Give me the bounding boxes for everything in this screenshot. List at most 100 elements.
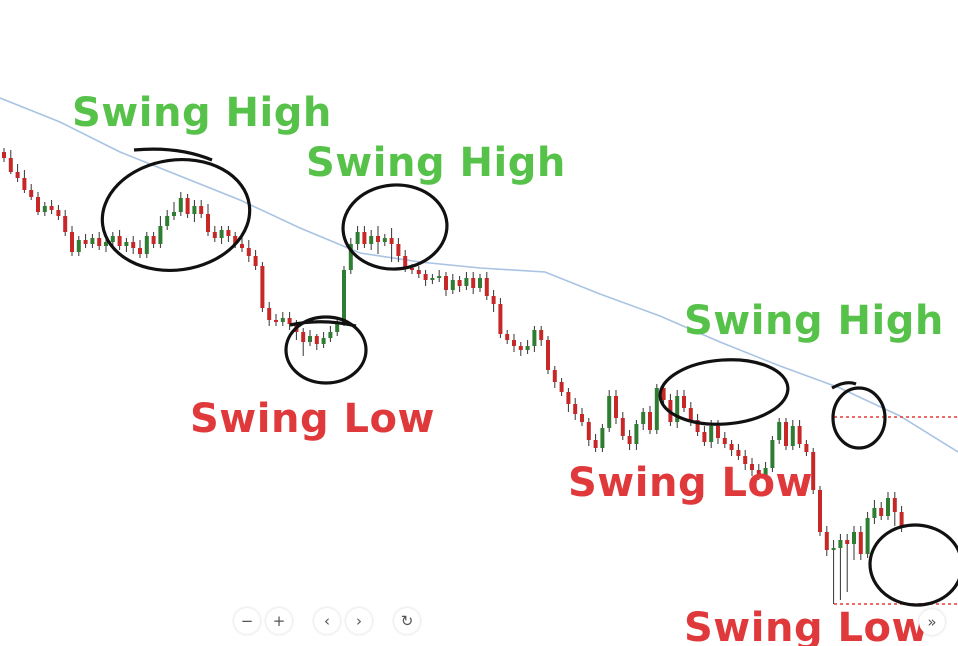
candle-body: [430, 278, 435, 280]
candle-body: [845, 540, 850, 544]
swing-high-label-3: Swing High: [684, 298, 944, 344]
candle-body: [376, 236, 380, 242]
ink-stroke: [831, 381, 857, 390]
candle-body: [824, 532, 829, 550]
candle-body: [348, 244, 353, 270]
candle-body: [151, 236, 156, 244]
candle-body: [457, 280, 462, 286]
candle-body: [872, 508, 877, 518]
candle-body: [593, 440, 598, 448]
candle-body: [450, 280, 455, 290]
candle-body: [301, 332, 306, 342]
swing-high-label-1: Swing High: [72, 90, 332, 136]
candle-body: [573, 404, 578, 414]
resistance-level-layer: [834, 416, 958, 605]
zoom-out-button[interactable]: −: [234, 608, 260, 634]
candle-body: [682, 396, 686, 408]
candle-body: [70, 232, 74, 252]
candle-body: [382, 238, 387, 242]
candle-body: [117, 236, 122, 246]
candle-body: [172, 212, 176, 216]
candle-body: [369, 236, 374, 244]
candle-body: [321, 338, 326, 344]
candle-body: [131, 242, 136, 248]
candle-body: [471, 278, 476, 288]
swing-low-circle-1: [284, 315, 368, 385]
candle-body: [559, 382, 564, 392]
candle-body: [253, 256, 258, 266]
candle-body: [219, 230, 224, 238]
candle-body: [818, 490, 822, 532]
candle-body: [144, 236, 149, 254]
candle-body: [648, 412, 652, 430]
candle-body: [641, 412, 646, 424]
ink-stroke: [133, 147, 213, 162]
reset-chart-button[interactable]: ↻: [394, 608, 420, 634]
scroll-left-button[interactable]: ‹: [314, 608, 340, 634]
candle-body: [410, 268, 414, 270]
candle-body: [546, 340, 550, 370]
candle-body: [124, 242, 129, 246]
candle-body: [287, 318, 292, 324]
candle-body: [790, 426, 795, 446]
candle-body: [586, 422, 591, 440]
candle-body: [804, 444, 809, 452]
candles-layer: [2, 148, 904, 604]
moving-average-line: [0, 97, 958, 453]
candle-body: [42, 206, 47, 212]
candle-body: [335, 324, 340, 332]
candle-body: [2, 152, 6, 158]
candle-body: [90, 238, 95, 244]
swing-low-circle-3: [868, 523, 958, 607]
candle-body: [614, 396, 618, 418]
candle-body: [784, 422, 788, 446]
candle-body: [600, 428, 605, 448]
candle-body: [280, 318, 285, 322]
candle-body: [688, 408, 693, 420]
candle-body: [756, 470, 761, 476]
candle-body: [206, 214, 210, 232]
candle-body: [212, 232, 217, 238]
candle-body: [444, 276, 448, 290]
candle-body: [240, 244, 244, 248]
candle-body: [464, 278, 469, 286]
candle-body: [389, 238, 394, 244]
candle-body: [777, 422, 782, 440]
candle-body: [750, 464, 754, 470]
candle-body: [661, 388, 666, 400]
candle-body: [512, 340, 516, 346]
candle-body: [56, 210, 61, 216]
candle-body: [260, 266, 265, 308]
candle-body: [491, 296, 496, 304]
candle-body: [634, 424, 639, 444]
zoom-in-button[interactable]: +: [266, 608, 292, 634]
swing-low-label-1: Swing Low: [190, 396, 435, 442]
swing-high-circle-1: [100, 157, 252, 273]
candle-body: [797, 426, 802, 444]
candle-body: [165, 216, 170, 226]
candle-body: [362, 232, 367, 244]
candle-body: [423, 274, 428, 280]
swing-low-label-2: Swing Low: [568, 460, 813, 506]
candle-body: [416, 270, 421, 274]
scroll-to-latest-button[interactable]: »: [919, 609, 945, 635]
candle-body: [484, 278, 489, 296]
candle-body: [49, 206, 54, 210]
scroll-right-button[interactable]: ›: [346, 608, 372, 634]
candle-body: [831, 548, 836, 550]
candle-body: [498, 304, 503, 334]
swing-high-circle-3: [831, 386, 887, 450]
candle-body: [233, 236, 238, 244]
candle-body: [158, 226, 163, 244]
candle-body: [580, 414, 584, 422]
candle-body: [226, 230, 231, 236]
candle-body: [743, 456, 748, 464]
candle-body: [185, 198, 190, 214]
candle-body: [709, 426, 714, 442]
candle-body: [342, 270, 346, 324]
swing-low-circle-2: [658, 358, 790, 426]
candle-body: [328, 332, 333, 338]
candle-body: [199, 206, 204, 214]
candle-body: [525, 346, 530, 350]
candle-body: [83, 240, 88, 244]
